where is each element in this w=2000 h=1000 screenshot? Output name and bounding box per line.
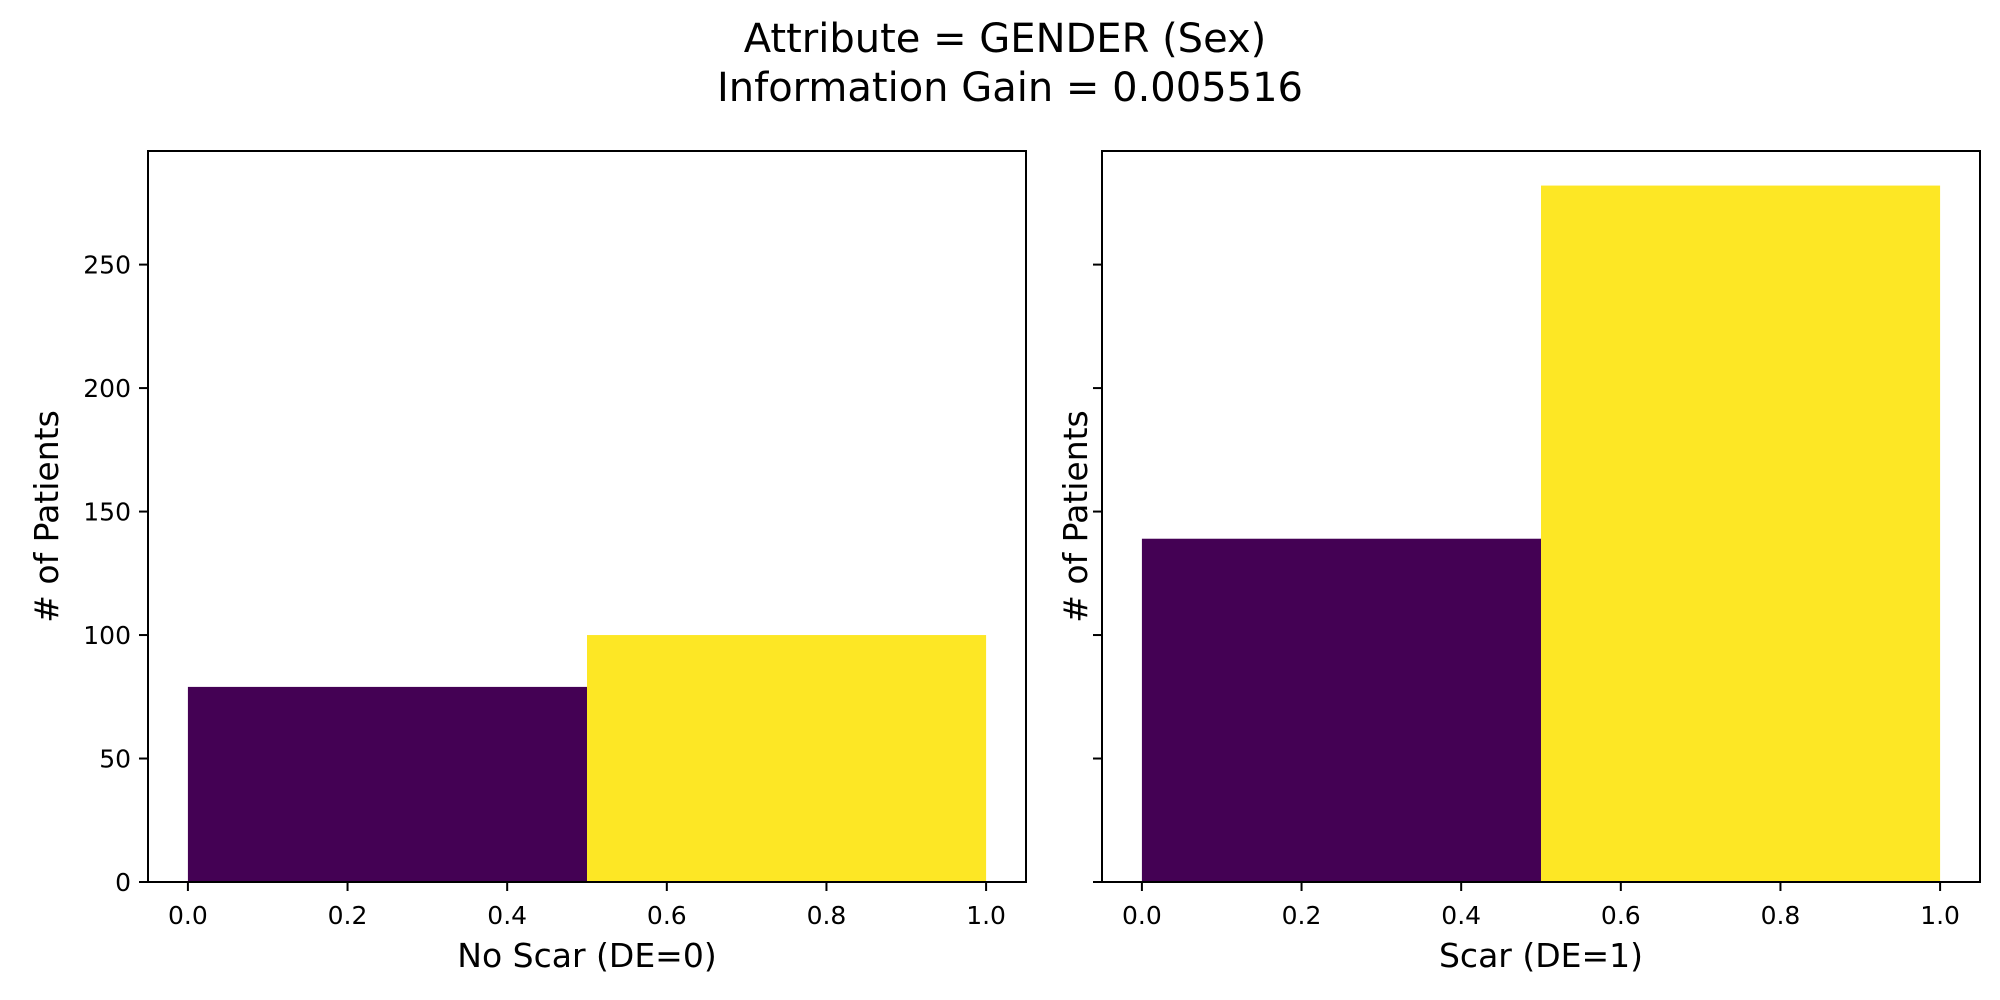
x-tick-label: 0.6 [647,901,687,930]
x-tick-label: 0.2 [1282,901,1322,930]
figure-title-line1: Attribute = GENDER (Sex) [744,16,1267,62]
x-tick-label: 1.0 [966,901,1006,930]
plot-frame [1101,150,1981,883]
y-tick-label: 150 [83,498,131,527]
bar-2 [1541,185,1941,882]
x-tick-label: 0.0 [1122,901,1162,930]
bar-2 [587,635,987,882]
x-tick-label: 0.2 [328,901,368,930]
y-tick-label: 0 [115,868,131,897]
x-tick-label: 0.0 [168,901,208,930]
x-tick-label: 0.8 [807,901,847,930]
chart-panel-2: 0.0 0.2 0.4 0.6 0.8 1.0 Scar (DE=1) # of Patien… [1056,150,1981,975]
y-tick-label: 100 [83,621,131,650]
x-tick-label: 1.0 [1920,901,1960,930]
bar-1 [1141,538,1541,882]
x-tick-label: 0.8 [1761,901,1801,930]
plot-frame [147,150,1027,883]
y-tick-label: 50 [99,745,131,774]
figure-title-line2: Information Gain = 0.005516 [717,65,1303,111]
x-axis-label: No Scar (DE=0) [457,936,716,975]
x-tick-label: 0.4 [487,901,527,930]
x-tick-label: 0.4 [1441,901,1481,930]
bar-1 [187,686,587,882]
y-axis-label: # of Patients [27,410,66,623]
y-tick-label: 250 [83,251,131,280]
y-tick-label: 200 [83,374,131,403]
chart-panels: 0.0 0.2 0.4 0.6 0.8 1.0 0 50 100 150 200 250 No Scar… [27,150,1981,975]
x-tick-label: 0.6 [1601,901,1641,930]
chart-panel-1: 0.0 0.2 0.4 0.6 0.8 1.0 0 50 100 150 200 250 No Scar… [27,150,1027,975]
x-axis-label: Scar (DE=1) [1439,936,1643,975]
y-axis-label: # of Patients [1056,410,1095,623]
